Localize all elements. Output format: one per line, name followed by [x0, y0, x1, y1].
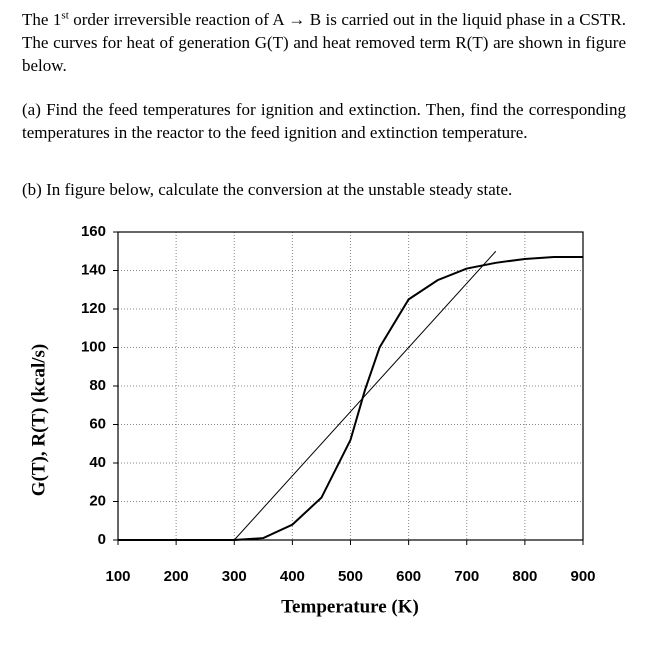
chart: Temperature (K) G(T), R(T) (kcal/s) 0 20 4… — [28, 223, 595, 617]
y-axis-title: G(T), R(T) (kcal/s) — [28, 344, 49, 497]
x-tick-label: 700 — [454, 568, 479, 585]
series-line — [233, 250, 497, 541]
y-tick-label: 120 — [81, 300, 106, 317]
x-axis-title: Temperature (K) — [281, 596, 419, 617]
x-tick-label: 500 — [338, 568, 363, 585]
plot-frame — [117, 231, 584, 541]
y-tick-label: 80 — [89, 377, 106, 394]
intro-end: order irreversible reaction of A → B is … — [22, 10, 626, 75]
x-tick-label: 600 — [396, 568, 421, 585]
intro-start: The 1 — [22, 10, 62, 29]
y-tick-label: 140 — [81, 261, 106, 278]
x-tick-label: 900 — [570, 568, 595, 585]
y-tick-label: 160 — [81, 223, 106, 240]
part-a: (a) Find the feed temperatures for ignit… — [22, 100, 626, 142]
x-tick-label: 400 — [280, 568, 305, 585]
y-tick-label: 20 — [89, 492, 106, 509]
y-tick-label: 0 — [98, 531, 106, 548]
intro-sup: st — [61, 9, 69, 22]
x-tick-label: 300 — [222, 568, 247, 585]
y-tick-label: 60 — [89, 415, 106, 432]
series-line — [118, 256, 583, 541]
intro: The 1st order irreversible reaction of A… — [22, 8, 626, 77]
y-tick-label: 100 — [81, 338, 106, 355]
y-tick-label: 40 — [89, 454, 106, 471]
x-tick-label: 200 — [164, 568, 189, 585]
x-tick-label: 100 — [105, 568, 130, 585]
x-tick-label: 800 — [512, 568, 537, 585]
part-b: (b) In figure below, calculate the conve… — [22, 180, 513, 199]
